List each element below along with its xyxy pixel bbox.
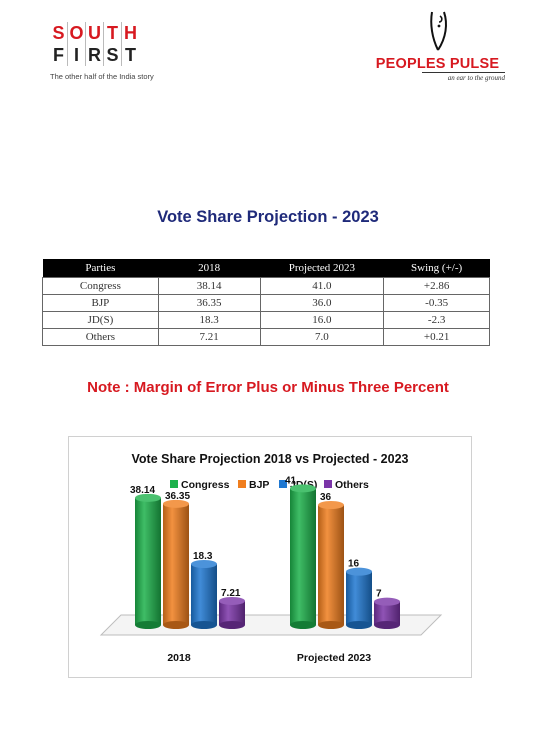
logo-letter: R <box>86 44 104 66</box>
table-cell: 38.14 <box>157 277 261 295</box>
legend-label: BJP <box>249 479 269 491</box>
data-label: 38.14 <box>130 485 155 496</box>
bar-jds-2018 <box>191 564 217 625</box>
table-row: JD(S) 18.3 16.0 -2.3 <box>42 311 490 329</box>
bar-top <box>135 493 161 502</box>
data-label: 41 <box>285 475 297 486</box>
table-header-row: Parties 2018 Projected 2023 Swing (+/-) <box>42 259 490 278</box>
logo-row-south: S O U T H <box>50 22 175 44</box>
table-cell: 16.0 <box>259 311 385 329</box>
table-row: Congress 38.14 41.0 +2.86 <box>42 277 490 295</box>
logo-letter: H <box>124 23 137 43</box>
table-cell: -0.35 <box>383 294 490 312</box>
bar-top <box>191 560 217 568</box>
table-cell: Congress <box>42 277 159 295</box>
table-cell: 36.35 <box>157 294 261 312</box>
bar-jds-projected-2023 <box>346 571 372 625</box>
logo-letter: T <box>104 22 122 44</box>
logo-letter: F <box>50 44 68 66</box>
data-label: 18.3 <box>193 551 213 562</box>
south-first-tagline: The other half of the India story <box>50 72 154 81</box>
bar-congress-projected-2023 <box>290 488 316 625</box>
bar-base <box>290 621 316 629</box>
bar-others-projected-2023 <box>374 601 400 625</box>
table-cell: -2.3 <box>383 311 490 329</box>
table-cell: JD(S) <box>42 311 159 329</box>
peoples-pulse-tagline: an ear to the ground <box>422 72 505 82</box>
chart-title: Vote Share Projection 2018 vs Projected … <box>132 452 409 466</box>
table-cell: BJP <box>42 294 159 312</box>
bar-base <box>219 621 245 629</box>
table-cell: 7.0 <box>259 328 385 346</box>
data-label: 7.21 <box>221 588 241 599</box>
bar-bjp-projected-2023 <box>318 505 344 625</box>
category-label: 2018 <box>167 652 191 664</box>
column-header: Parties <box>42 259 159 278</box>
bar-top <box>346 567 372 576</box>
bar-top <box>219 596 245 605</box>
table-cell: +0.21 <box>383 328 490 346</box>
legend-swatch <box>324 480 332 488</box>
bar-base <box>163 621 189 629</box>
logo-row-first: F I R S T <box>50 44 175 66</box>
bar-top <box>290 484 316 493</box>
vote-share-table: Parties 2018 Projected 2023 Swing (+/-) … <box>42 259 490 346</box>
table-cell: 18.3 <box>157 311 261 329</box>
table-row: BJP 36.35 36.0 -0.35 <box>42 294 490 312</box>
category-label: Projected 2023 <box>297 652 371 664</box>
bar-top <box>374 597 400 606</box>
column-header: 2018 <box>158 259 261 278</box>
table-cell: Others <box>42 328 159 346</box>
table-cell: 41.0 <box>259 277 385 295</box>
margin-of-error-note: Note : Margin of Error Plus or Minus Thr… <box>87 379 449 396</box>
legend-label: Congress <box>181 479 230 491</box>
south-first-logo: S O U T H F I R S T The other half of th… <box>50 22 175 81</box>
peoples-pulse-emblem-icon <box>429 11 447 51</box>
legend-swatch <box>170 480 178 488</box>
table-cell: 36.0 <box>259 294 385 312</box>
bar-base <box>374 621 400 629</box>
table-cell: +2.86 <box>383 277 490 295</box>
column-header: Projected 2023 <box>260 259 384 278</box>
legend-swatch <box>279 480 287 488</box>
bar-top <box>163 499 189 508</box>
legend-label: Others <box>335 479 369 491</box>
data-label: 36 <box>320 492 332 503</box>
bar-base <box>318 621 344 629</box>
logo-letter: U <box>86 22 104 44</box>
logo-letter: S <box>104 44 122 66</box>
table-cell: 7.21 <box>157 328 261 346</box>
vote-share-chart: Vote Share Projection 2018 vs Projected … <box>68 436 472 678</box>
table-row: Others 7.21 7.0 +0.21 <box>42 328 490 346</box>
bar-base <box>346 621 372 629</box>
bar-top <box>318 501 344 509</box>
logo-letter: I <box>68 44 86 66</box>
bar-congress-2018 <box>135 497 161 625</box>
logo-letter: O <box>68 22 86 44</box>
chart-canvas: Vote Share Projection 2018 vs Projected … <box>99 452 443 664</box>
peoples-pulse-logo: PEOPLES PULSE an ear to the ground <box>370 8 505 82</box>
data-label: 7 <box>376 589 382 600</box>
bar-base <box>191 621 217 629</box>
legend-swatch <box>238 480 246 488</box>
page-title: Vote Share Projection - 2023 <box>157 208 379 226</box>
data-label: 16 <box>348 559 360 570</box>
bar-bjp-2018 <box>163 503 189 625</box>
bar-others-2018 <box>219 600 245 625</box>
column-header: Swing (+/-) <box>383 259 490 278</box>
logo-letter: T <box>125 45 136 65</box>
data-label: 36.35 <box>165 491 190 502</box>
peoples-pulse-name: PEOPLES PULSE <box>375 56 500 72</box>
bar-base <box>135 621 161 629</box>
logo-letter: S <box>50 22 68 44</box>
